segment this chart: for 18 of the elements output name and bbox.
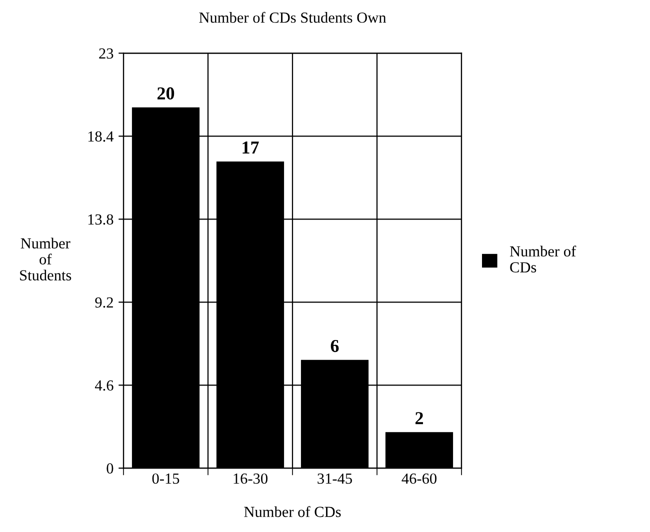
x-tick-label: 31-45 <box>318 474 352 484</box>
y-axis-title: Number of Students <box>20 238 72 280</box>
y-tick-label: 13.8 <box>88 214 114 225</box>
legend-label: Number of CDs <box>510 246 576 272</box>
x-tick-label: 46-60 <box>402 473 436 484</box>
data-label: 2 <box>415 412 423 424</box>
y-tick-label: 9.2 <box>95 297 113 308</box>
data-label: 6 <box>330 340 339 352</box>
y-tick-label: 4.6 <box>94 380 114 391</box>
chart-title: Number of CDs Students Own <box>199 12 386 23</box>
y-tick-label: 0 <box>106 463 114 474</box>
y-tick-label: 23 <box>99 48 114 59</box>
data-label: 17 <box>242 142 259 154</box>
x-tick-label: 0-15 <box>152 473 180 484</box>
y-tick-label: 18.4 <box>88 131 114 142</box>
x-tick-label: 16-30 <box>234 473 268 484</box>
x-axis-title: Number of CDs <box>244 506 341 518</box>
data-label: 20 <box>157 87 174 100</box>
